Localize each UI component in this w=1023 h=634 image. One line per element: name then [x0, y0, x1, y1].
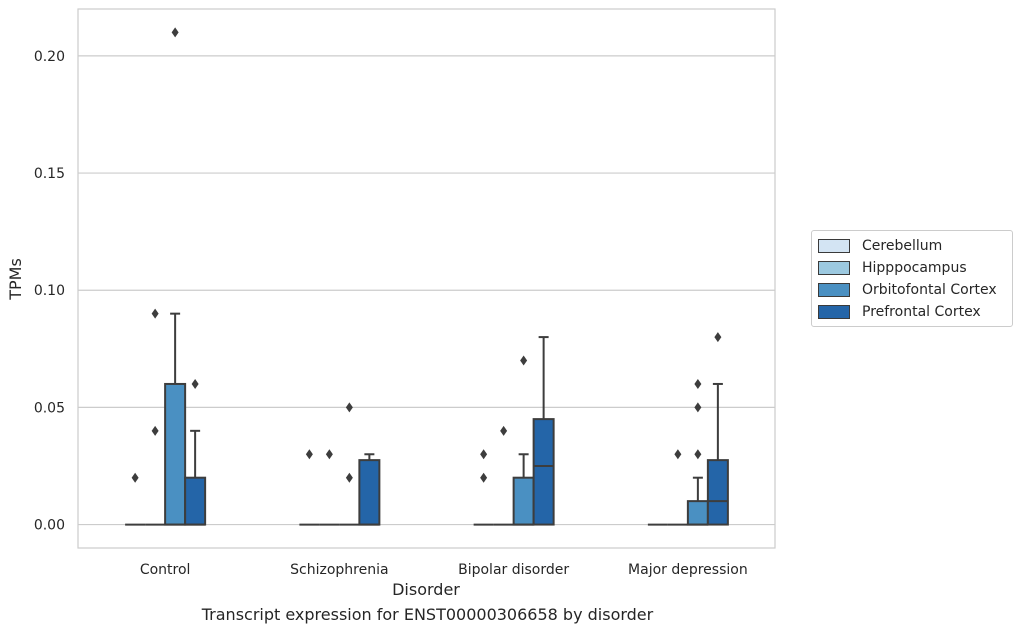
outlier-point [151, 425, 159, 436]
x-axis-label: Disorder [392, 580, 460, 599]
legend: Cerebellum Hipppocampus Orbitofontal Cor… [811, 230, 1013, 327]
outlier-point [480, 449, 488, 460]
x-tick-label: Schizophrenia [290, 562, 388, 578]
legend-label: Prefrontal Cortex [862, 304, 981, 320]
outlier-point [674, 449, 682, 460]
outlier-point [500, 425, 508, 436]
box-group [473, 449, 494, 526]
y-tick-labels: 0.00 0.05 0.10 0.15 0.20 [34, 49, 65, 534]
outlier-point [345, 402, 353, 413]
box-group [184, 378, 207, 526]
box-group [164, 27, 187, 526]
x-tick-label: Bipolar disorder [458, 562, 569, 578]
legend-item-hippocampus: Hipppocampus [818, 259, 967, 277]
y-axis-label: TPMs [6, 258, 25, 301]
legend-swatch [818, 283, 850, 297]
y-tick-label: 0.20 [34, 49, 65, 65]
x-tick-label: Control [140, 562, 191, 578]
box-group [358, 453, 381, 526]
outlier-point [191, 378, 199, 389]
outlier-point [345, 472, 353, 483]
box-group [493, 425, 514, 526]
plot-frame [77, 8, 776, 549]
legend-swatch [818, 261, 850, 275]
outlier-point [305, 449, 313, 460]
y-tick-label: 0.15 [34, 166, 65, 182]
box-rect [706, 459, 729, 526]
box-rect [686, 500, 709, 526]
legend-swatch [818, 305, 850, 319]
outlier-point [694, 402, 702, 413]
box-group [532, 336, 555, 526]
box-rect [184, 476, 207, 526]
legend-label: Cerebellum [862, 238, 943, 254]
outlier-point [131, 472, 139, 483]
y-tick-label: 0.00 [34, 518, 65, 534]
x-tick-labels: Control Schizophrenia Bipolar disorder Majo… [140, 562, 748, 578]
box-group [319, 449, 340, 526]
legend-label: Hipppocampus [862, 260, 967, 276]
outlier-point [325, 449, 333, 460]
box-group [339, 402, 360, 526]
box-group [299, 449, 320, 526]
box-rect [532, 418, 555, 526]
legend-label: Orbitofontal Cortex [862, 282, 997, 298]
legend-item-prefrontal-cortex: Prefrontal Cortex [818, 303, 981, 321]
outlier-point [151, 308, 159, 319]
x-tick-label: Major depression [628, 562, 748, 578]
box-group [686, 378, 709, 526]
box-group [512, 355, 535, 526]
box-group [706, 332, 729, 526]
outlier-point [520, 355, 528, 366]
y-tick-label: 0.10 [34, 283, 65, 299]
outlier-point [480, 472, 488, 483]
box-plots [125, 27, 729, 526]
outlier-point [694, 378, 702, 389]
chart-title: Transcript expression for ENST0000030665… [201, 605, 654, 624]
box-group [667, 449, 688, 526]
legend-swatch [818, 239, 850, 253]
box-group [145, 308, 166, 526]
box-rect [358, 459, 381, 526]
outlier-point [714, 332, 722, 343]
y-tick-label: 0.05 [34, 400, 65, 416]
outlier-point [694, 449, 702, 460]
outlier-point [171, 27, 179, 38]
legend-item-orbitofontal-cortex: Orbitofontal Cortex [818, 281, 997, 299]
box-rect [164, 382, 187, 526]
box-rect [512, 476, 535, 526]
legend-item-cerebellum: Cerebellum [818, 237, 942, 255]
box-group [125, 472, 146, 526]
